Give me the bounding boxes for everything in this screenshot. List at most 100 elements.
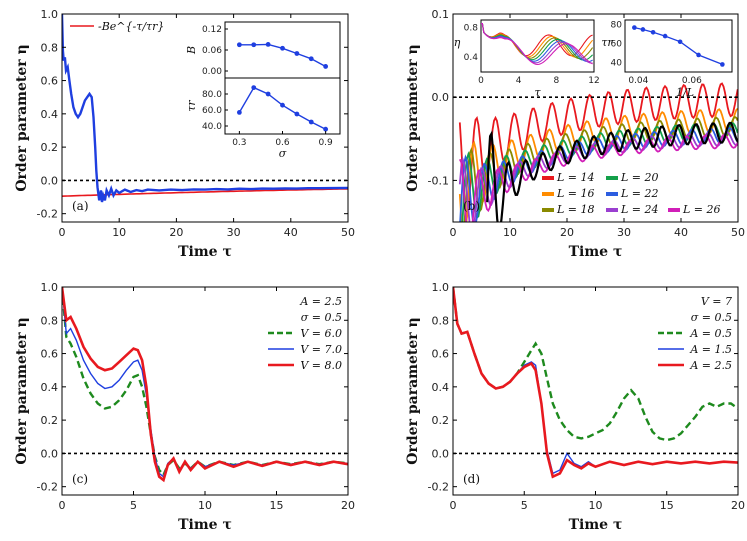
inset-a-1-ytick: 60.0 [202, 106, 222, 116]
legend-b-swatch [542, 176, 554, 180]
panel-d-ytick-label: 0.4 [432, 381, 450, 394]
inset-b-0-line-6 [481, 23, 593, 66]
legend-b-swatch [668, 208, 680, 212]
inset-b-0-ytick: 0.4 [464, 53, 479, 63]
inset-b-1-ylabel: τr [601, 36, 613, 49]
panel-c-ytick-label: 0.6 [41, 348, 59, 361]
extrapolated-curve-line [486, 121, 738, 222]
panel-a-ytick-label: 0.2 [41, 141, 59, 154]
panel-b-ytick-label: 0.1 [432, 8, 450, 21]
panel-c-ytick-label: -0.2 [37, 481, 58, 494]
panel-b-xtick-label: 10 [503, 226, 517, 239]
panel-d-ytick-label: 1.0 [432, 281, 450, 294]
panel-c-xtick-label: 5 [130, 499, 137, 512]
panel-b-xlabel: Time τ [569, 244, 623, 260]
panel-d-xtick-label: 15 [660, 499, 674, 512]
panel-c-ytick-label: 0.4 [41, 381, 59, 394]
panel-d-ytick-label: 0.2 [432, 414, 450, 427]
legend-b-label: L = 16 [556, 187, 595, 200]
panel-c-xtick-label: 10 [198, 499, 212, 512]
panel-a-ytick-label: -0.2 [37, 208, 58, 221]
panel-d-plot-area [453, 287, 738, 479]
inset-a-1-ytick: 80.0 [202, 90, 222, 100]
legend-fit-label: -Be^{-τ/τr} [98, 20, 164, 33]
inset-a-xtick: 0.3 [232, 138, 246, 148]
panel-a-xtick-label: 20 [169, 226, 183, 239]
panel-a-ytick-label: 0.4 [41, 108, 59, 121]
inset-a-1-point [280, 102, 285, 108]
panel-c-xlabel: Time τ [178, 517, 232, 533]
panel-a-frame [61, 13, 349, 223]
panel-d-xlabel: Time τ [569, 517, 623, 533]
panel-b-xtick-label: 30 [617, 226, 631, 239]
panel-b-frame [452, 13, 739, 223]
inset-a-1-ylabel: τr [185, 100, 198, 112]
panel-c-param: A = 2.5 [299, 295, 342, 308]
inset-a-0-ytick: 0.12 [202, 25, 222, 35]
inset-b-1-frame [624, 19, 733, 73]
inset-b-1-xlabel: 1/L [676, 86, 694, 99]
panel-a-ytick-label: 1.0 [41, 8, 59, 21]
panel-a-xtick-label: 50 [341, 226, 355, 239]
panel-d-xtick-label: 0 [450, 499, 457, 512]
inset-b-1-ytick: 80 [611, 21, 623, 31]
panel-a-xtick-label: 10 [112, 226, 126, 239]
inset-b-1-point [632, 25, 637, 30]
panel-d-ytick-label: -0.2 [428, 481, 449, 494]
inset-a-0-point [280, 45, 285, 51]
panel-c-legend-label: V = 7.0 [300, 343, 342, 356]
panel-c-ytick-label: 1.0 [41, 281, 59, 294]
panel-c-ytick-label: 0.8 [41, 314, 59, 327]
panel-d-xtick-label: 5 [521, 499, 528, 512]
inset-a-0-ytick: 0.06 [202, 46, 222, 56]
legend-b-swatch [606, 176, 618, 180]
panel-b-plot-area [458, 82, 738, 222]
inset-b-0-line-0 [481, 23, 593, 57]
inset-b-0-line-3 [481, 23, 593, 61]
inset-b-1-point [677, 39, 683, 45]
inset-b-1-point [720, 62, 725, 67]
inset-a-0-point [265, 42, 271, 47]
inset-a-xtick: 0.6 [275, 138, 290, 148]
series-line-L26 [458, 134, 738, 222]
panel-c-ylabel: Order parameter η [14, 317, 30, 464]
panel-b-ytick-label: -0.1 [428, 174, 449, 187]
inset-b-1-xtick: 0.04 [628, 76, 648, 86]
series-line-2 [62, 287, 348, 483]
panel-b-xtick-label: 50 [731, 226, 745, 239]
inset-a-1-point [236, 110, 242, 115]
inset-a-1-point [308, 119, 314, 125]
legend-b-label: L = 20 [620, 171, 659, 184]
legend-b-swatch [542, 208, 554, 212]
legend-b-label: L = 14 [556, 171, 595, 184]
panel-b-ylabel: Order parameter η [405, 44, 421, 191]
panel-d-ylabel: Order parameter η [405, 317, 421, 464]
panel-d-legend-label: A = 0.5 [689, 327, 732, 340]
series-line-0 [453, 287, 738, 442]
inset-a-1-point [323, 126, 329, 132]
legend-b-swatch [606, 208, 618, 212]
legend-b-label: L = 26 [682, 203, 721, 216]
panel-a-plot-area [62, 14, 348, 203]
inset-a-1-point [265, 91, 271, 97]
inset-a-0-point [251, 42, 257, 48]
panel-d-xtick-label: 20 [731, 499, 745, 512]
inset-a-0-ytick: 0.00 [202, 67, 222, 77]
panel-b-xtick-label: 0 [450, 226, 457, 239]
inset-b-0-xlabel: τ [534, 86, 541, 99]
panel-b-label: (b) [463, 199, 480, 213]
inset-b-0-line-5 [481, 23, 593, 64]
panel-c-param: σ = 0.5 [301, 311, 342, 324]
inset-b-1-point [640, 27, 646, 32]
panel-a-xtick-label: 0 [59, 226, 66, 239]
eta-series-line [62, 14, 348, 203]
inset-b-0-ytick: 0.8 [464, 23, 479, 33]
legend-b-swatch [542, 192, 554, 196]
inset-b-1-point [650, 29, 656, 35]
panel-c-ytick-label: 0.0 [41, 447, 59, 460]
inset-b-1-ytick: 60 [611, 40, 623, 50]
panel-d-legend-label: A = 2.5 [689, 359, 732, 372]
panel-a-xtick-label: 30 [227, 226, 241, 239]
panel-a-ylabel: Order parameter η [14, 44, 30, 191]
inset-a-1-ytick: 40.0 [202, 122, 222, 132]
